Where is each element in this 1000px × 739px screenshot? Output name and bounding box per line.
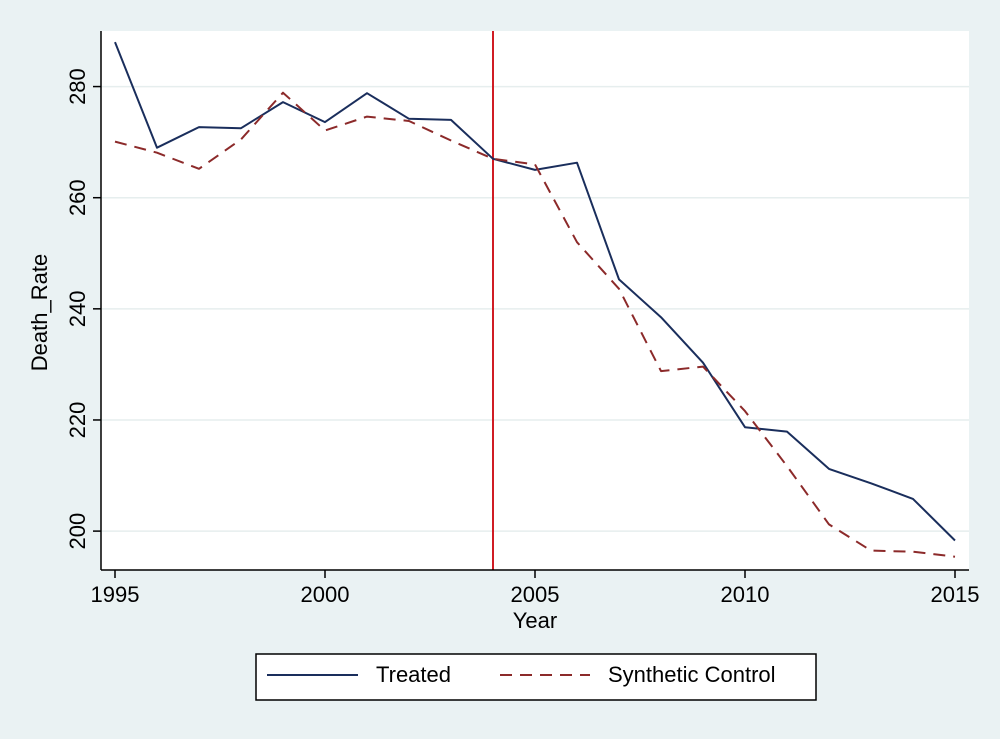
x-tick-label-2005: 2005 [511, 582, 560, 607]
x-tick-label-2010: 2010 [721, 582, 770, 607]
x-tick-labels: 1995 2000 2005 2010 2015 [91, 582, 980, 607]
legend-label-synthetic-control: Synthetic Control [608, 662, 776, 687]
series-line-synthetic-control [114, 91, 956, 558]
x-tick-label-1995: 1995 [91, 582, 140, 607]
axes [93, 31, 969, 578]
x-axis-title: Year [513, 608, 557, 633]
y-tick-label-260: 260 [65, 179, 90, 216]
y-axis-title: Death_Rate [27, 254, 52, 371]
legend-label-treated: Treated [376, 662, 451, 687]
x-tick-label-2000: 2000 [301, 582, 350, 607]
legend: Treated Synthetic Control [255, 653, 817, 701]
y-tick-label-240: 240 [65, 290, 90, 327]
x-tick-label-2015: 2015 [931, 582, 980, 607]
gridlines [101, 85, 969, 532]
y-tick-label-220: 220 [65, 402, 90, 439]
y-tick-label-280: 280 [65, 68, 90, 105]
legend-box [255, 653, 817, 701]
series-line-treated [114, 41, 956, 542]
y-tick-label-200: 200 [65, 513, 90, 550]
plot-area [101, 31, 969, 570]
series-lines [114, 41, 956, 558]
y-tick-labels: 200 220 240 260 280 [65, 68, 90, 549]
